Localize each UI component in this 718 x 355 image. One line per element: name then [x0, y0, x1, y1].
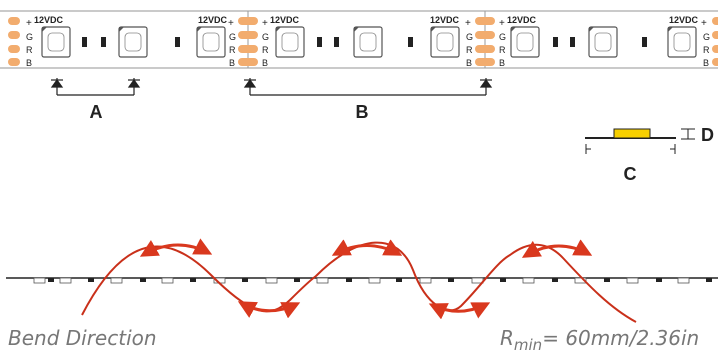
bend-arrow-up-2: [331, 239, 403, 256]
led-chip: [510, 26, 540, 58]
dimension-a-marker: [50, 78, 141, 96]
led-chip: [667, 26, 697, 58]
led-chip: [430, 26, 460, 58]
plus-label: +: [499, 18, 505, 29]
bend-arrow-up-3: [521, 239, 593, 258]
plus-label: +: [262, 18, 268, 29]
bend-arrow-down-2: [428, 302, 491, 320]
voltage-label: 12VDC: [34, 15, 64, 25]
pad-label-r: R: [229, 45, 236, 55]
led-chip: [118, 26, 148, 58]
voltage-label: 12VDC: [669, 15, 699, 25]
rmin-subscript: min: [513, 336, 543, 354]
plus-label: +: [701, 18, 707, 29]
voltage-label: 12VDC: [507, 15, 537, 25]
pad-label-g: G: [466, 32, 473, 42]
pad-group-cut-2: [475, 17, 495, 66]
voltage-label: 12VDC: [198, 15, 228, 25]
pad-group-cut-1: [238, 17, 258, 66]
pad-label-b: B: [262, 58, 268, 68]
plus-label: +: [26, 18, 32, 29]
baseline-chips: [33, 277, 690, 284]
pad-group-left-edge: [8, 17, 20, 66]
dimension-b-label: B: [356, 102, 369, 122]
pad-label-b: B: [229, 58, 235, 68]
min-bend-radius: Rmin= 60mm/2.36in: [500, 326, 699, 354]
led-chip: [41, 26, 71, 58]
rmin-value: = 60mm/2.36in: [542, 326, 700, 350]
bend-arrow-down-1: [237, 301, 301, 319]
pad-label-g: G: [262, 32, 269, 42]
pad-group-right-edge: [712, 17, 718, 66]
led-chip: [588, 26, 618, 58]
pad-label-r: R: [703, 45, 710, 55]
resistor: [82, 37, 647, 47]
pad-label-b: B: [499, 58, 505, 68]
voltage-label: 12VDC: [270, 15, 300, 25]
led-chip: [353, 26, 383, 58]
baseline-resistors: [48, 278, 712, 282]
led-chip: [196, 26, 226, 58]
pad-label-g: G: [229, 32, 236, 42]
bend-direction-caption: Bend Direction: [8, 326, 157, 350]
rmin-symbol: R: [500, 326, 514, 350]
pad-label-g: G: [26, 32, 33, 42]
pad-label-b: B: [466, 58, 472, 68]
bend-arrow-up-1: [139, 238, 213, 257]
pad-label-b: B: [26, 58, 32, 68]
pad-label-r: R: [262, 45, 269, 55]
dimension-a-label: A: [90, 102, 103, 122]
pad-label-g: G: [499, 32, 506, 42]
pad-label-r: R: [26, 45, 33, 55]
plus-label: +: [465, 18, 471, 29]
dimension-c-label: C: [624, 164, 637, 184]
pad-label-r: R: [466, 45, 473, 55]
pad-label-g: G: [703, 32, 710, 42]
dimension-d-label: D: [701, 125, 714, 145]
dimension-b-marker: [243, 78, 493, 96]
pad-label-b: B: [703, 58, 709, 68]
voltage-label: 12VDC: [430, 15, 460, 25]
strip-side-profile: [585, 128, 695, 154]
led-chip: [275, 26, 305, 58]
pad-label-r: R: [499, 45, 506, 55]
plus-label: +: [228, 18, 234, 29]
